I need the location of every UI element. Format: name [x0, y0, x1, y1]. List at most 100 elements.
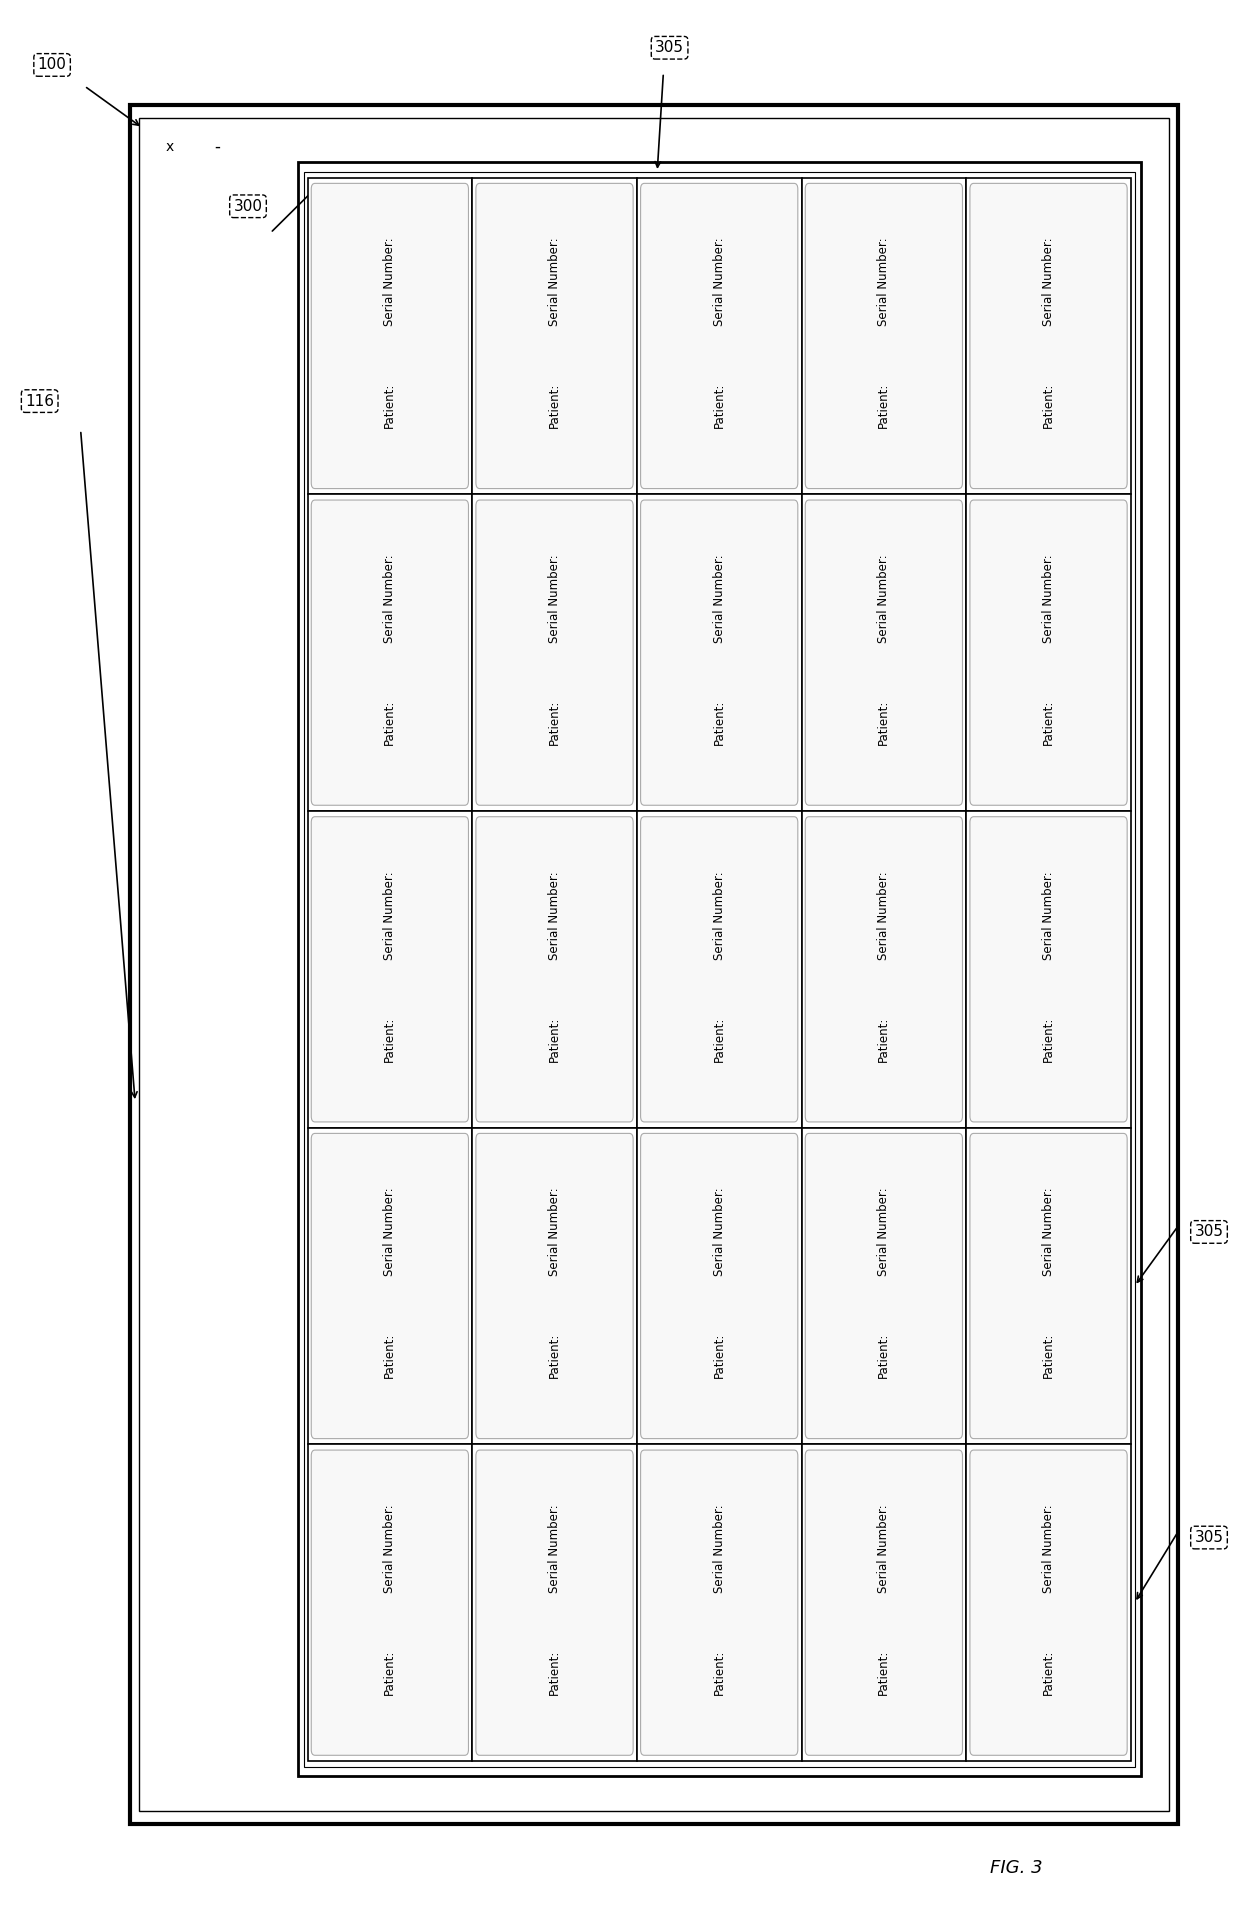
- FancyBboxPatch shape: [311, 1133, 469, 1438]
- Text: Patient:: Patient:: [383, 1333, 397, 1379]
- Text: 305: 305: [1194, 1224, 1224, 1240]
- Bar: [637, 495, 801, 812]
- FancyBboxPatch shape: [641, 1133, 797, 1438]
- FancyBboxPatch shape: [476, 183, 634, 489]
- FancyBboxPatch shape: [311, 500, 469, 806]
- Text: Serial Number:: Serial Number:: [548, 871, 560, 961]
- Text: Serial Number:: Serial Number:: [383, 554, 397, 644]
- Text: Patient:: Patient:: [1042, 1333, 1055, 1379]
- Bar: [801, 1127, 966, 1444]
- Text: Serial Number:: Serial Number:: [713, 1505, 725, 1593]
- Text: Serial Number:: Serial Number:: [383, 239, 397, 327]
- FancyBboxPatch shape: [476, 817, 634, 1121]
- Text: 300: 300: [233, 199, 263, 214]
- Text: Serial Number:: Serial Number:: [548, 554, 560, 644]
- Text: 116: 116: [25, 393, 55, 409]
- Text: Patient:: Patient:: [1042, 1650, 1055, 1694]
- Bar: [472, 178, 637, 495]
- Bar: [801, 178, 966, 495]
- FancyBboxPatch shape: [476, 1450, 634, 1755]
- Bar: [637, 1127, 801, 1444]
- Text: Patient:: Patient:: [713, 1650, 725, 1694]
- FancyBboxPatch shape: [641, 817, 797, 1121]
- Text: Serial Number:: Serial Number:: [1042, 1505, 1055, 1593]
- Text: Serial Number:: Serial Number:: [1042, 1188, 1055, 1276]
- Text: Patient:: Patient:: [713, 382, 725, 428]
- Bar: [472, 812, 637, 1127]
- Text: Patient:: Patient:: [383, 1650, 397, 1694]
- Text: Serial Number:: Serial Number:: [878, 239, 890, 327]
- Text: Patient:: Patient:: [383, 1016, 397, 1062]
- Bar: [801, 495, 966, 812]
- Text: Serial Number:: Serial Number:: [1042, 554, 1055, 644]
- Text: Serial Number:: Serial Number:: [548, 1505, 560, 1593]
- Bar: [472, 495, 637, 812]
- Text: Patient:: Patient:: [878, 699, 890, 745]
- Bar: [472, 1127, 637, 1444]
- Bar: [308, 1127, 472, 1444]
- Text: Patient:: Patient:: [548, 699, 560, 745]
- FancyBboxPatch shape: [476, 1133, 634, 1438]
- Bar: [308, 178, 472, 495]
- Text: Serial Number:: Serial Number:: [383, 871, 397, 961]
- Bar: [308, 495, 472, 812]
- FancyBboxPatch shape: [805, 500, 962, 806]
- FancyBboxPatch shape: [805, 183, 962, 489]
- FancyBboxPatch shape: [311, 1450, 469, 1755]
- FancyBboxPatch shape: [970, 183, 1127, 489]
- Text: Serial Number:: Serial Number:: [383, 1188, 397, 1276]
- Text: 305: 305: [1194, 1530, 1224, 1545]
- Text: Patient:: Patient:: [1042, 382, 1055, 428]
- Text: Patient:: Patient:: [878, 1333, 890, 1379]
- Text: Patient:: Patient:: [1042, 699, 1055, 745]
- Text: Patient:: Patient:: [383, 382, 397, 428]
- Bar: [801, 812, 966, 1127]
- Bar: [472, 1444, 637, 1761]
- Text: Serial Number:: Serial Number:: [383, 1505, 397, 1593]
- Text: Patient:: Patient:: [713, 1333, 725, 1379]
- FancyBboxPatch shape: [970, 500, 1127, 806]
- Bar: [966, 1127, 1131, 1444]
- Text: Serial Number:: Serial Number:: [713, 1188, 725, 1276]
- Text: Patient:: Patient:: [878, 1650, 890, 1694]
- Bar: [801, 1444, 966, 1761]
- Text: Serial Number:: Serial Number:: [1042, 239, 1055, 327]
- Bar: [298, 162, 1141, 1776]
- FancyBboxPatch shape: [476, 500, 634, 806]
- Bar: [130, 105, 1178, 1824]
- Text: Patient:: Patient:: [713, 699, 725, 745]
- Text: Patient:: Patient:: [548, 1016, 560, 1062]
- Text: x: x: [166, 139, 174, 155]
- Text: Serial Number:: Serial Number:: [878, 871, 890, 961]
- FancyBboxPatch shape: [970, 1450, 1127, 1755]
- Text: FIG. 3: FIG. 3: [991, 1858, 1043, 1878]
- Text: Serial Number:: Serial Number:: [1042, 871, 1055, 961]
- Bar: [966, 1444, 1131, 1761]
- FancyBboxPatch shape: [641, 500, 797, 806]
- Bar: [966, 178, 1131, 495]
- Text: 100: 100: [37, 57, 67, 73]
- Bar: [637, 178, 801, 495]
- Text: Patient:: Patient:: [878, 1016, 890, 1062]
- Text: Patient:: Patient:: [878, 382, 890, 428]
- Bar: [308, 812, 472, 1127]
- Text: Patient:: Patient:: [383, 699, 397, 745]
- Text: Patient:: Patient:: [548, 1333, 560, 1379]
- Bar: [637, 812, 801, 1127]
- Bar: [637, 1444, 801, 1761]
- FancyBboxPatch shape: [805, 1450, 962, 1755]
- Text: Patient:: Patient:: [548, 382, 560, 428]
- FancyBboxPatch shape: [805, 1133, 962, 1438]
- FancyBboxPatch shape: [311, 183, 469, 489]
- FancyBboxPatch shape: [311, 817, 469, 1121]
- Text: Serial Number:: Serial Number:: [713, 871, 725, 961]
- Text: Serial Number:: Serial Number:: [878, 1188, 890, 1276]
- Text: Serial Number:: Serial Number:: [713, 239, 725, 327]
- Text: Serial Number:: Serial Number:: [548, 239, 560, 327]
- FancyBboxPatch shape: [805, 817, 962, 1121]
- FancyBboxPatch shape: [970, 1133, 1127, 1438]
- Bar: [139, 118, 1169, 1811]
- Bar: [966, 812, 1131, 1127]
- Text: 305: 305: [655, 40, 684, 55]
- FancyBboxPatch shape: [970, 817, 1127, 1121]
